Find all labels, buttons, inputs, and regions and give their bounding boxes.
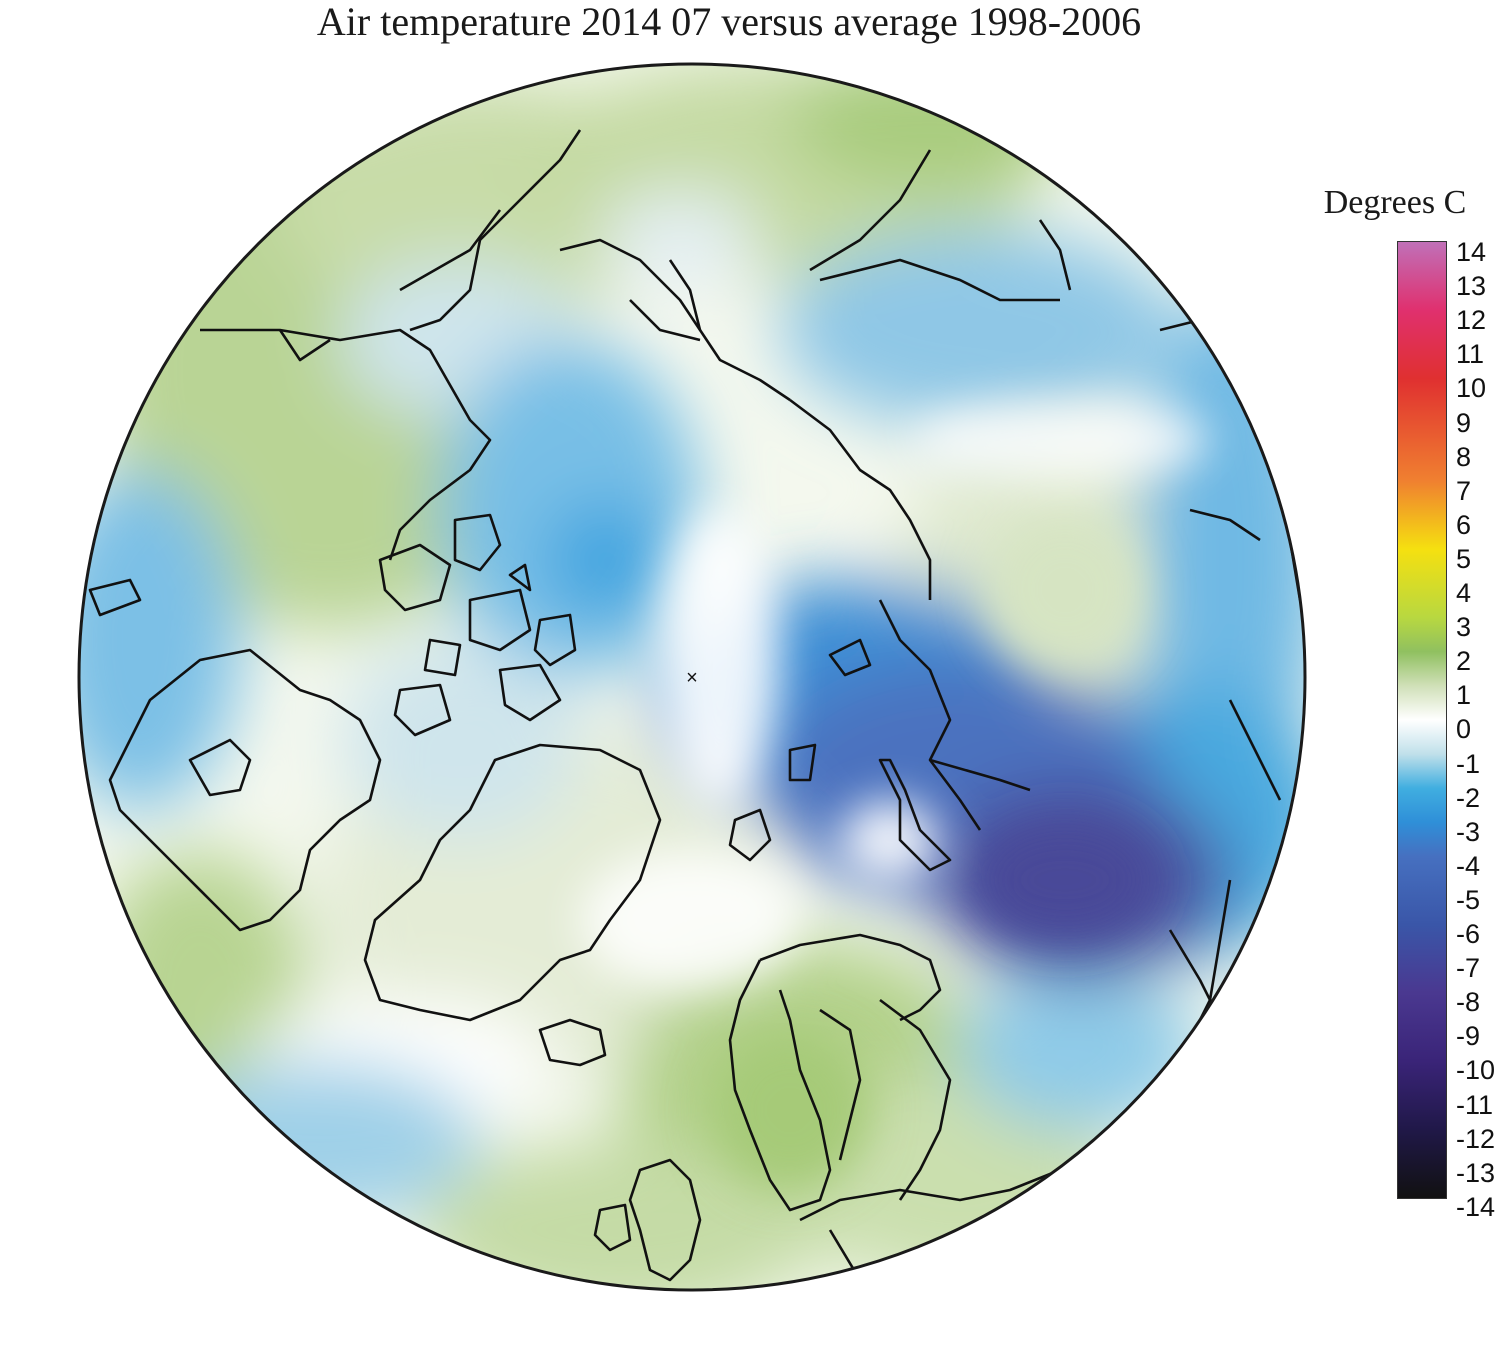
colorbar-tick-label: -11: [1456, 1089, 1494, 1120]
colorbar-tick-label: -13: [1456, 1157, 1496, 1188]
colorbar-tick-label: -2: [1456, 782, 1481, 813]
pole-marker: ×: [686, 667, 698, 689]
colorbar-tick-label: -7: [1456, 953, 1481, 984]
legend-title: Degrees C: [1323, 184, 1467, 221]
colorbar: [1397, 241, 1447, 1199]
colorbar-tick-label: 13: [1456, 271, 1487, 302]
colorbar-tick-label: 1: [1456, 680, 1472, 711]
coastlines: [88, 129, 1302, 1290]
colorbar-tick-label: -10: [1456, 1055, 1496, 1086]
colorbar-tick-label: 10: [1456, 373, 1487, 404]
colorbar-tick-label: 0: [1456, 714, 1472, 745]
colorbar-tick-label: 14: [1456, 237, 1487, 267]
colorbar-tick-label: -8: [1456, 987, 1481, 1018]
colorbar-tick-label: 8: [1456, 441, 1472, 472]
colorbar-tick-label: -14: [1456, 1191, 1496, 1222]
colorbar-tick-label: 7: [1456, 475, 1472, 506]
colorbar-tick-label: -3: [1456, 816, 1481, 847]
colorbar-tick-label: -1: [1456, 748, 1481, 779]
colorbar-tick-label: -6: [1456, 919, 1481, 949]
map-boundary-circle: [77, 62, 1307, 1292]
colorbar-tick-label: -12: [1456, 1123, 1496, 1154]
temperature-anomaly-field: [79, 64, 1305, 1290]
colorbar-tick-label: 5: [1456, 543, 1472, 574]
colorbar-tick-label: 11: [1456, 339, 1485, 370]
colorbar-tick-label: 4: [1456, 578, 1472, 608]
colorbar-tick-label: -5: [1456, 884, 1481, 915]
map-title: Air temperature 2014 07 versus average 1…: [316, 0, 1142, 44]
colorbar-tick-label: -9: [1456, 1021, 1481, 1052]
colorbar-tick-label: 9: [1456, 407, 1472, 438]
colorbar-tick-label: -4: [1456, 850, 1481, 881]
colorbar-tick-label: 12: [1456, 305, 1487, 336]
colorbar-tick-label: 6: [1456, 509, 1472, 540]
colorbar-tick-label: 2: [1456, 646, 1472, 677]
colorbar-tick-label: 3: [1456, 612, 1472, 643]
